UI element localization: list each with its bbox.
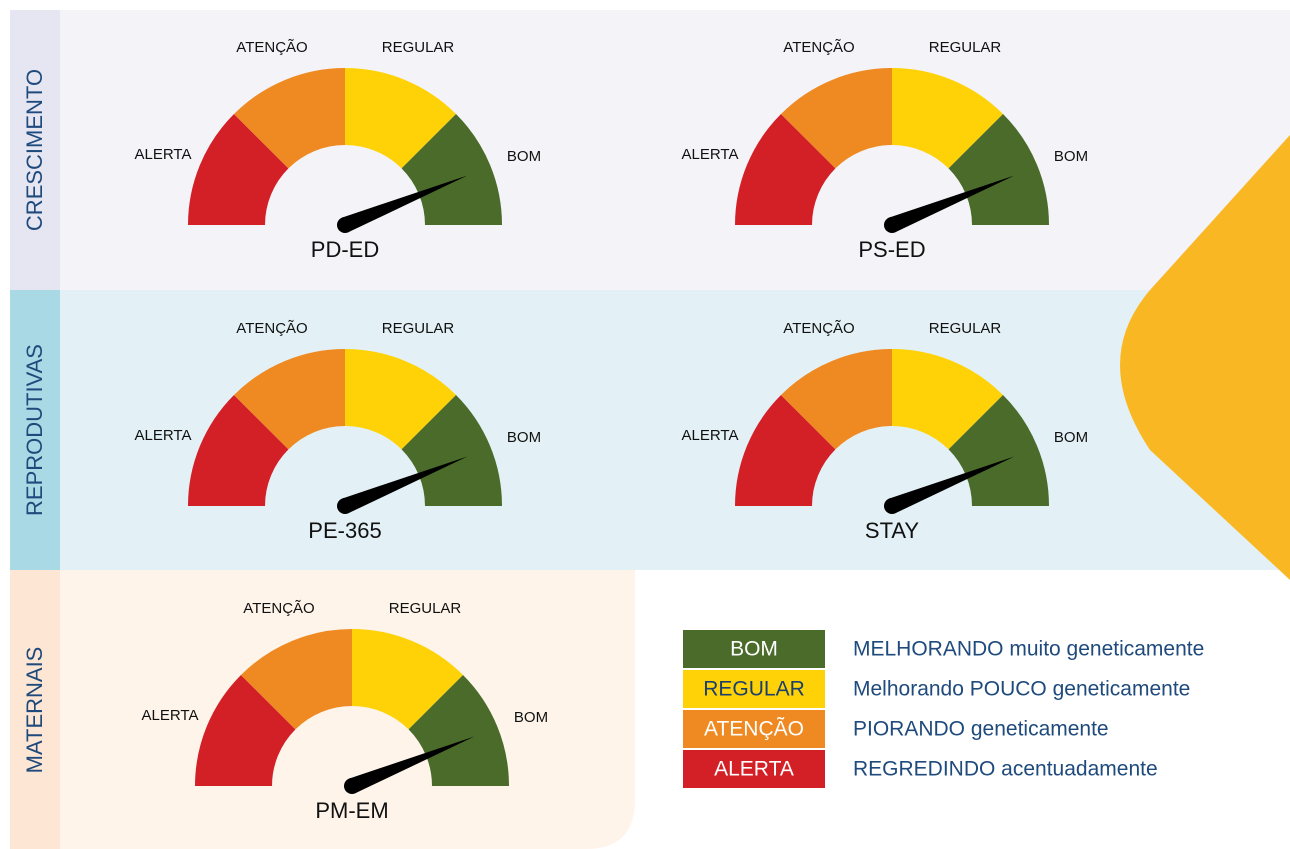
needle bbox=[342, 175, 468, 233]
gauge-zone bbox=[233, 68, 345, 169]
zone-label: ALERTA bbox=[682, 146, 739, 163]
section-label: CRESCIMENTO bbox=[22, 69, 47, 231]
band-crescimento bbox=[10, 10, 60, 290]
gauge-zone bbox=[948, 394, 1049, 506]
needle-hub bbox=[337, 217, 353, 233]
legend-label: REGULAR bbox=[703, 678, 805, 701]
needle-hub bbox=[344, 778, 360, 794]
needle bbox=[349, 736, 475, 794]
zone-label: ALERTA bbox=[135, 427, 192, 444]
legend-label: BOM bbox=[730, 638, 778, 661]
zone-label: ALERTA bbox=[142, 707, 199, 724]
section-label: REPRODUTIVAS bbox=[22, 344, 47, 516]
gauge-zone bbox=[401, 113, 502, 225]
zone-label: ALERTA bbox=[682, 427, 739, 444]
needle bbox=[889, 175, 1015, 233]
gauge-zone bbox=[948, 113, 1049, 225]
gauge-zone bbox=[401, 394, 502, 506]
gauge-name: PM-EM bbox=[315, 798, 388, 823]
zone-label: BOM bbox=[507, 429, 541, 446]
zone-label: BOM bbox=[1054, 148, 1088, 165]
zone-label: REGULAR bbox=[382, 320, 455, 337]
zone-label: BOM bbox=[1054, 429, 1088, 446]
gauge-zone bbox=[345, 349, 457, 450]
gauge-zone bbox=[195, 674, 296, 786]
gauge-zone bbox=[735, 394, 836, 506]
gauge-zone bbox=[233, 349, 345, 450]
gauge-name: PD-ED bbox=[311, 237, 379, 262]
zone-label: ATENÇÃO bbox=[783, 320, 854, 337]
needle-hub bbox=[884, 217, 900, 233]
gauge-zone bbox=[892, 68, 1004, 169]
needle bbox=[889, 456, 1015, 514]
zone-label: ATENÇÃO bbox=[783, 39, 854, 56]
band-reprodutivas bbox=[10, 290, 60, 570]
section-label: MATERNAIS bbox=[22, 647, 47, 774]
legend-swatch bbox=[683, 750, 825, 788]
gauge-name: PE-365 bbox=[308, 518, 381, 543]
zone-label: ALERTA bbox=[135, 146, 192, 163]
zone-label: REGULAR bbox=[382, 39, 455, 56]
zone-label: ATENÇÃO bbox=[236, 39, 307, 56]
legend-swatch bbox=[683, 630, 825, 668]
zone-label: REGULAR bbox=[929, 320, 1002, 337]
gauge-zone bbox=[240, 629, 352, 730]
zone-label: BOM bbox=[514, 709, 548, 726]
decor-shape bbox=[1120, 135, 1290, 580]
legend-description: REGREDINDO acentuadamente bbox=[853, 758, 1158, 781]
needle-hub bbox=[337, 498, 353, 514]
gauge-zone bbox=[188, 113, 289, 225]
legend-label: ALERTA bbox=[714, 758, 794, 781]
legend-description: Melhorando POUCO geneticamente bbox=[853, 678, 1190, 701]
gauge-zone bbox=[892, 349, 1004, 450]
gauge-zone bbox=[345, 68, 457, 169]
zone-label: ATENÇÃO bbox=[236, 320, 307, 337]
gauge-zone bbox=[780, 68, 892, 169]
legend-swatch bbox=[683, 670, 825, 708]
needle bbox=[342, 456, 468, 514]
legend-description: MELHORANDO muito geneticamente bbox=[853, 638, 1204, 661]
gauge-zone bbox=[408, 674, 509, 786]
needle-hub bbox=[884, 498, 900, 514]
gauge-name: STAY bbox=[865, 518, 920, 543]
legend-description: PIORANDO geneticamente bbox=[853, 718, 1109, 741]
gauge-name: PS-ED bbox=[858, 237, 925, 262]
zone-label: REGULAR bbox=[389, 600, 462, 617]
gauge-zone bbox=[352, 629, 464, 730]
gauge-zone bbox=[188, 394, 289, 506]
gauge-zone bbox=[780, 349, 892, 450]
zone-label: BOM bbox=[507, 148, 541, 165]
legend-label: ATENÇÃO bbox=[704, 717, 804, 741]
gauge-zone bbox=[735, 113, 836, 225]
band-maternais bbox=[10, 570, 60, 849]
zone-label: REGULAR bbox=[929, 39, 1002, 56]
legend-swatch bbox=[683, 710, 825, 748]
zone-label: ATENÇÃO bbox=[243, 600, 314, 617]
